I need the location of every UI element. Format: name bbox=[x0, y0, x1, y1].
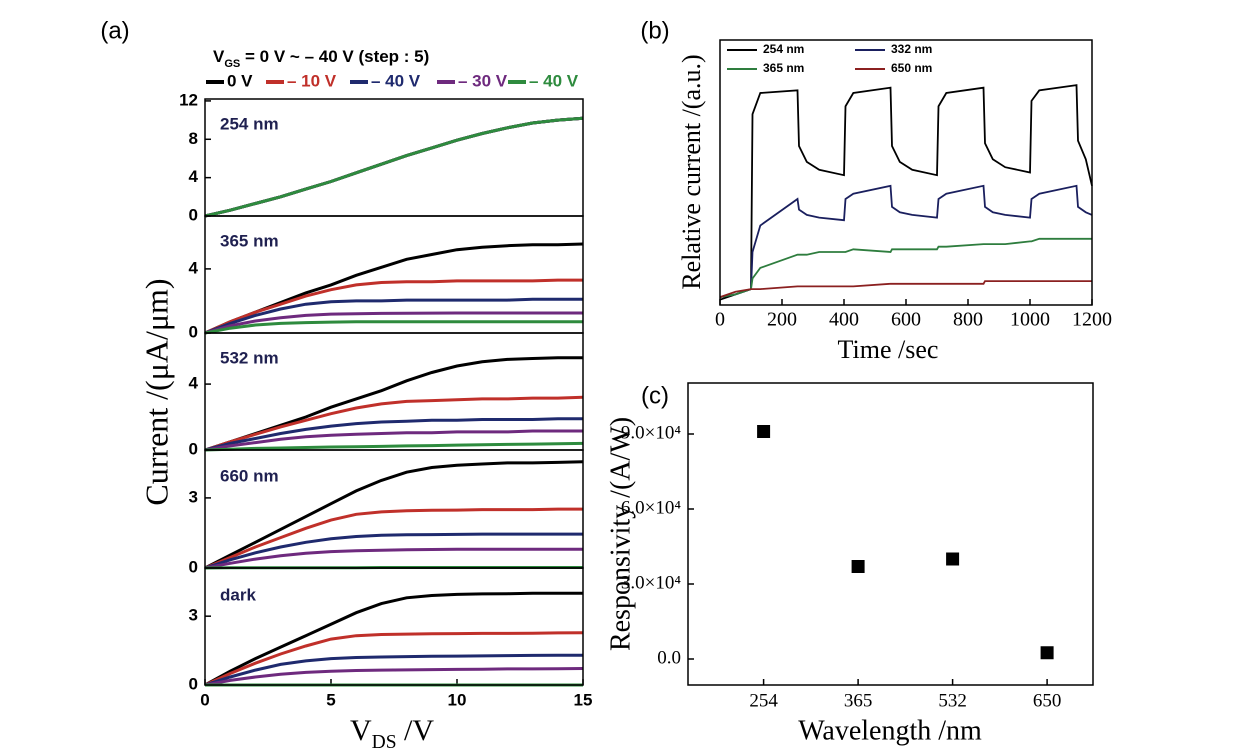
legend-label: 365 nm bbox=[763, 61, 804, 75]
y-tick-label: 4 bbox=[189, 374, 199, 393]
annotation: dark bbox=[220, 585, 256, 604]
series-line bbox=[204, 653, 583, 687]
legend-label: – 40 V bbox=[371, 71, 421, 90]
x-tick-label: 400 bbox=[829, 309, 859, 331]
y-tick-label: 3 bbox=[189, 487, 198, 506]
point bbox=[1040, 646, 1054, 660]
x-tick-label: 200 bbox=[767, 309, 797, 331]
legend-title-part: GS bbox=[224, 58, 240, 70]
plot-frame bbox=[204, 567, 584, 686]
x-tick-label: 254 bbox=[749, 690, 778, 711]
annotation: 254 nm bbox=[220, 114, 279, 133]
legend-label: 332 nm bbox=[891, 42, 932, 56]
series-line bbox=[204, 441, 584, 452]
x-axis-label-part: DS bbox=[372, 732, 397, 753]
x-tick-label: 15 bbox=[574, 690, 593, 709]
plot-frame bbox=[687, 382, 1094, 686]
series-line bbox=[204, 429, 583, 452]
legend-label: 650 nm bbox=[891, 61, 932, 75]
y-tick-label: 0.0 bbox=[657, 647, 681, 668]
legend-label: – 10 V bbox=[287, 71, 337, 90]
x-tick-label: 1200 bbox=[1072, 309, 1112, 331]
y-tick-label: 8 bbox=[189, 129, 198, 148]
y-axis-label: Relative current /(a.u.) bbox=[677, 54, 706, 289]
x-axis-label: Wavelength /nm bbox=[798, 715, 982, 746]
x-axis-label-part: V bbox=[350, 714, 372, 747]
y-tick-label: 4 bbox=[189, 167, 199, 186]
y-tick-label: 0 bbox=[189, 557, 198, 576]
y-tick-label: 0 bbox=[189, 674, 198, 693]
series-line bbox=[204, 547, 583, 570]
y-tick-label: 0 bbox=[189, 322, 198, 341]
point bbox=[946, 552, 960, 566]
series-line bbox=[204, 507, 583, 570]
series-line bbox=[204, 532, 583, 570]
series-line bbox=[204, 667, 584, 687]
point bbox=[851, 560, 865, 573]
x-axis-label-part: /V bbox=[397, 714, 435, 747]
panel-label: (c) bbox=[641, 382, 669, 409]
panel-label: (a) bbox=[100, 17, 129, 44]
legend-title-part: V bbox=[213, 47, 225, 66]
y-tick-label: 4 bbox=[189, 258, 199, 277]
y-tick-label: 3 bbox=[189, 606, 198, 625]
series-line bbox=[204, 395, 584, 452]
legend-title: VGS = 0 V ~ – 40 V (step : 5) bbox=[213, 47, 429, 69]
series-line bbox=[719, 237, 1092, 298]
series-line bbox=[204, 311, 583, 335]
x-tick-label: 800 bbox=[953, 309, 983, 331]
y-axis-label: Current /(μA/μm) bbox=[138, 278, 174, 505]
series-line bbox=[719, 280, 1092, 298]
series-line bbox=[204, 320, 583, 335]
plot-frame bbox=[719, 39, 1093, 306]
series-line bbox=[204, 417, 583, 452]
y-tick-label: 12 bbox=[179, 90, 198, 109]
series-line bbox=[204, 591, 583, 687]
legend-title-part: = 0 V ~ – 40 V (step : 5) bbox=[240, 47, 429, 66]
x-tick-label: 1000 bbox=[1010, 309, 1050, 331]
legend-label: – 40 V bbox=[529, 71, 579, 90]
y-axis-label: Responsivity /(A/W) bbox=[605, 417, 636, 651]
y-tick-label: 3.0×10⁴ bbox=[621, 572, 681, 593]
x-tick-label: 600 bbox=[891, 309, 921, 331]
series-line bbox=[204, 116, 584, 218]
series-line bbox=[204, 631, 584, 687]
y-tick-label: 0 bbox=[189, 439, 198, 458]
point bbox=[757, 425, 771, 438]
annotation: 532 nm bbox=[220, 348, 279, 367]
x-axis-label: VDS /V bbox=[350, 714, 434, 753]
x-tick-label: 650 bbox=[1033, 690, 1062, 711]
series-line bbox=[204, 278, 583, 335]
annotation: 660 nm bbox=[220, 466, 279, 485]
panel-label: (b) bbox=[640, 17, 669, 44]
x-tick-label: 0 bbox=[200, 690, 209, 709]
series-line bbox=[204, 460, 584, 570]
y-tick-label: 0 bbox=[189, 205, 198, 224]
legend-label: – 30 V bbox=[458, 71, 508, 90]
y-tick-label: 9.0×10⁴ bbox=[621, 422, 681, 443]
x-axis-label: Time /sec bbox=[838, 335, 939, 364]
series-line bbox=[204, 297, 583, 335]
x-tick-label: 10 bbox=[448, 690, 467, 709]
annotation: 365 nm bbox=[220, 231, 279, 250]
legend-label: 254 nm bbox=[763, 42, 804, 56]
legend-label: 0 V bbox=[227, 71, 253, 90]
y-tick-label: 6.0×10⁴ bbox=[621, 497, 681, 518]
x-tick-label: 0 bbox=[715, 309, 725, 331]
x-tick-label: 532 bbox=[938, 690, 967, 711]
x-tick-label: 5 bbox=[326, 690, 335, 709]
series-line bbox=[719, 84, 1093, 301]
x-tick-label: 365 bbox=[844, 690, 873, 711]
series-line bbox=[719, 184, 1093, 298]
